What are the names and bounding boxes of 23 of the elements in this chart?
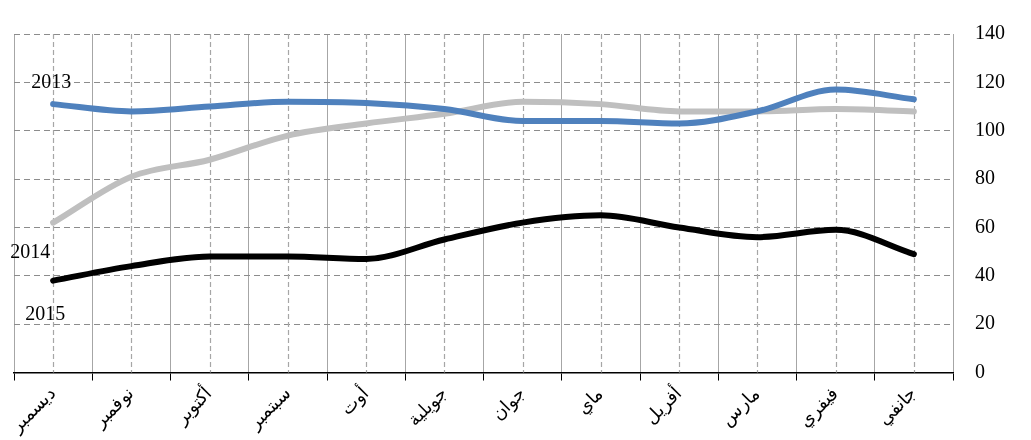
x-tick-label: جوان [487, 383, 530, 425]
x-tick-label: أوت [334, 381, 374, 420]
x-tick-label: أفريل [639, 381, 687, 429]
y-tick-label: 80 [975, 166, 995, 189]
series-label: 2014 [10, 239, 51, 262]
x-tick-label: جانفي [874, 383, 921, 430]
y-tick-label: 140 [975, 21, 1005, 44]
x-tick-label: فيفري [794, 383, 843, 432]
x-tick-label: مارس [716, 383, 765, 431]
x-tick-label: سبتمبر [243, 383, 295, 435]
y-tick-label: 40 [975, 263, 995, 286]
y-tick-label: 60 [975, 214, 995, 237]
y-tick-label: 120 [975, 69, 1005, 92]
y-tick-label: 0 [975, 359, 985, 382]
x-tick-label: ديسمبر [6, 383, 61, 437]
x-tick-label: جويلية [403, 383, 452, 431]
x-tick-label: أكتوبر [169, 381, 217, 430]
series-label: 2013 [31, 70, 72, 93]
y-tick-label: 20 [975, 311, 995, 334]
y-tick-label: 100 [975, 117, 1005, 140]
x-tick-label: ماي [572, 383, 608, 418]
series-label: 2015 [25, 301, 66, 324]
x-tick-label: نوفمبر [88, 383, 139, 433]
